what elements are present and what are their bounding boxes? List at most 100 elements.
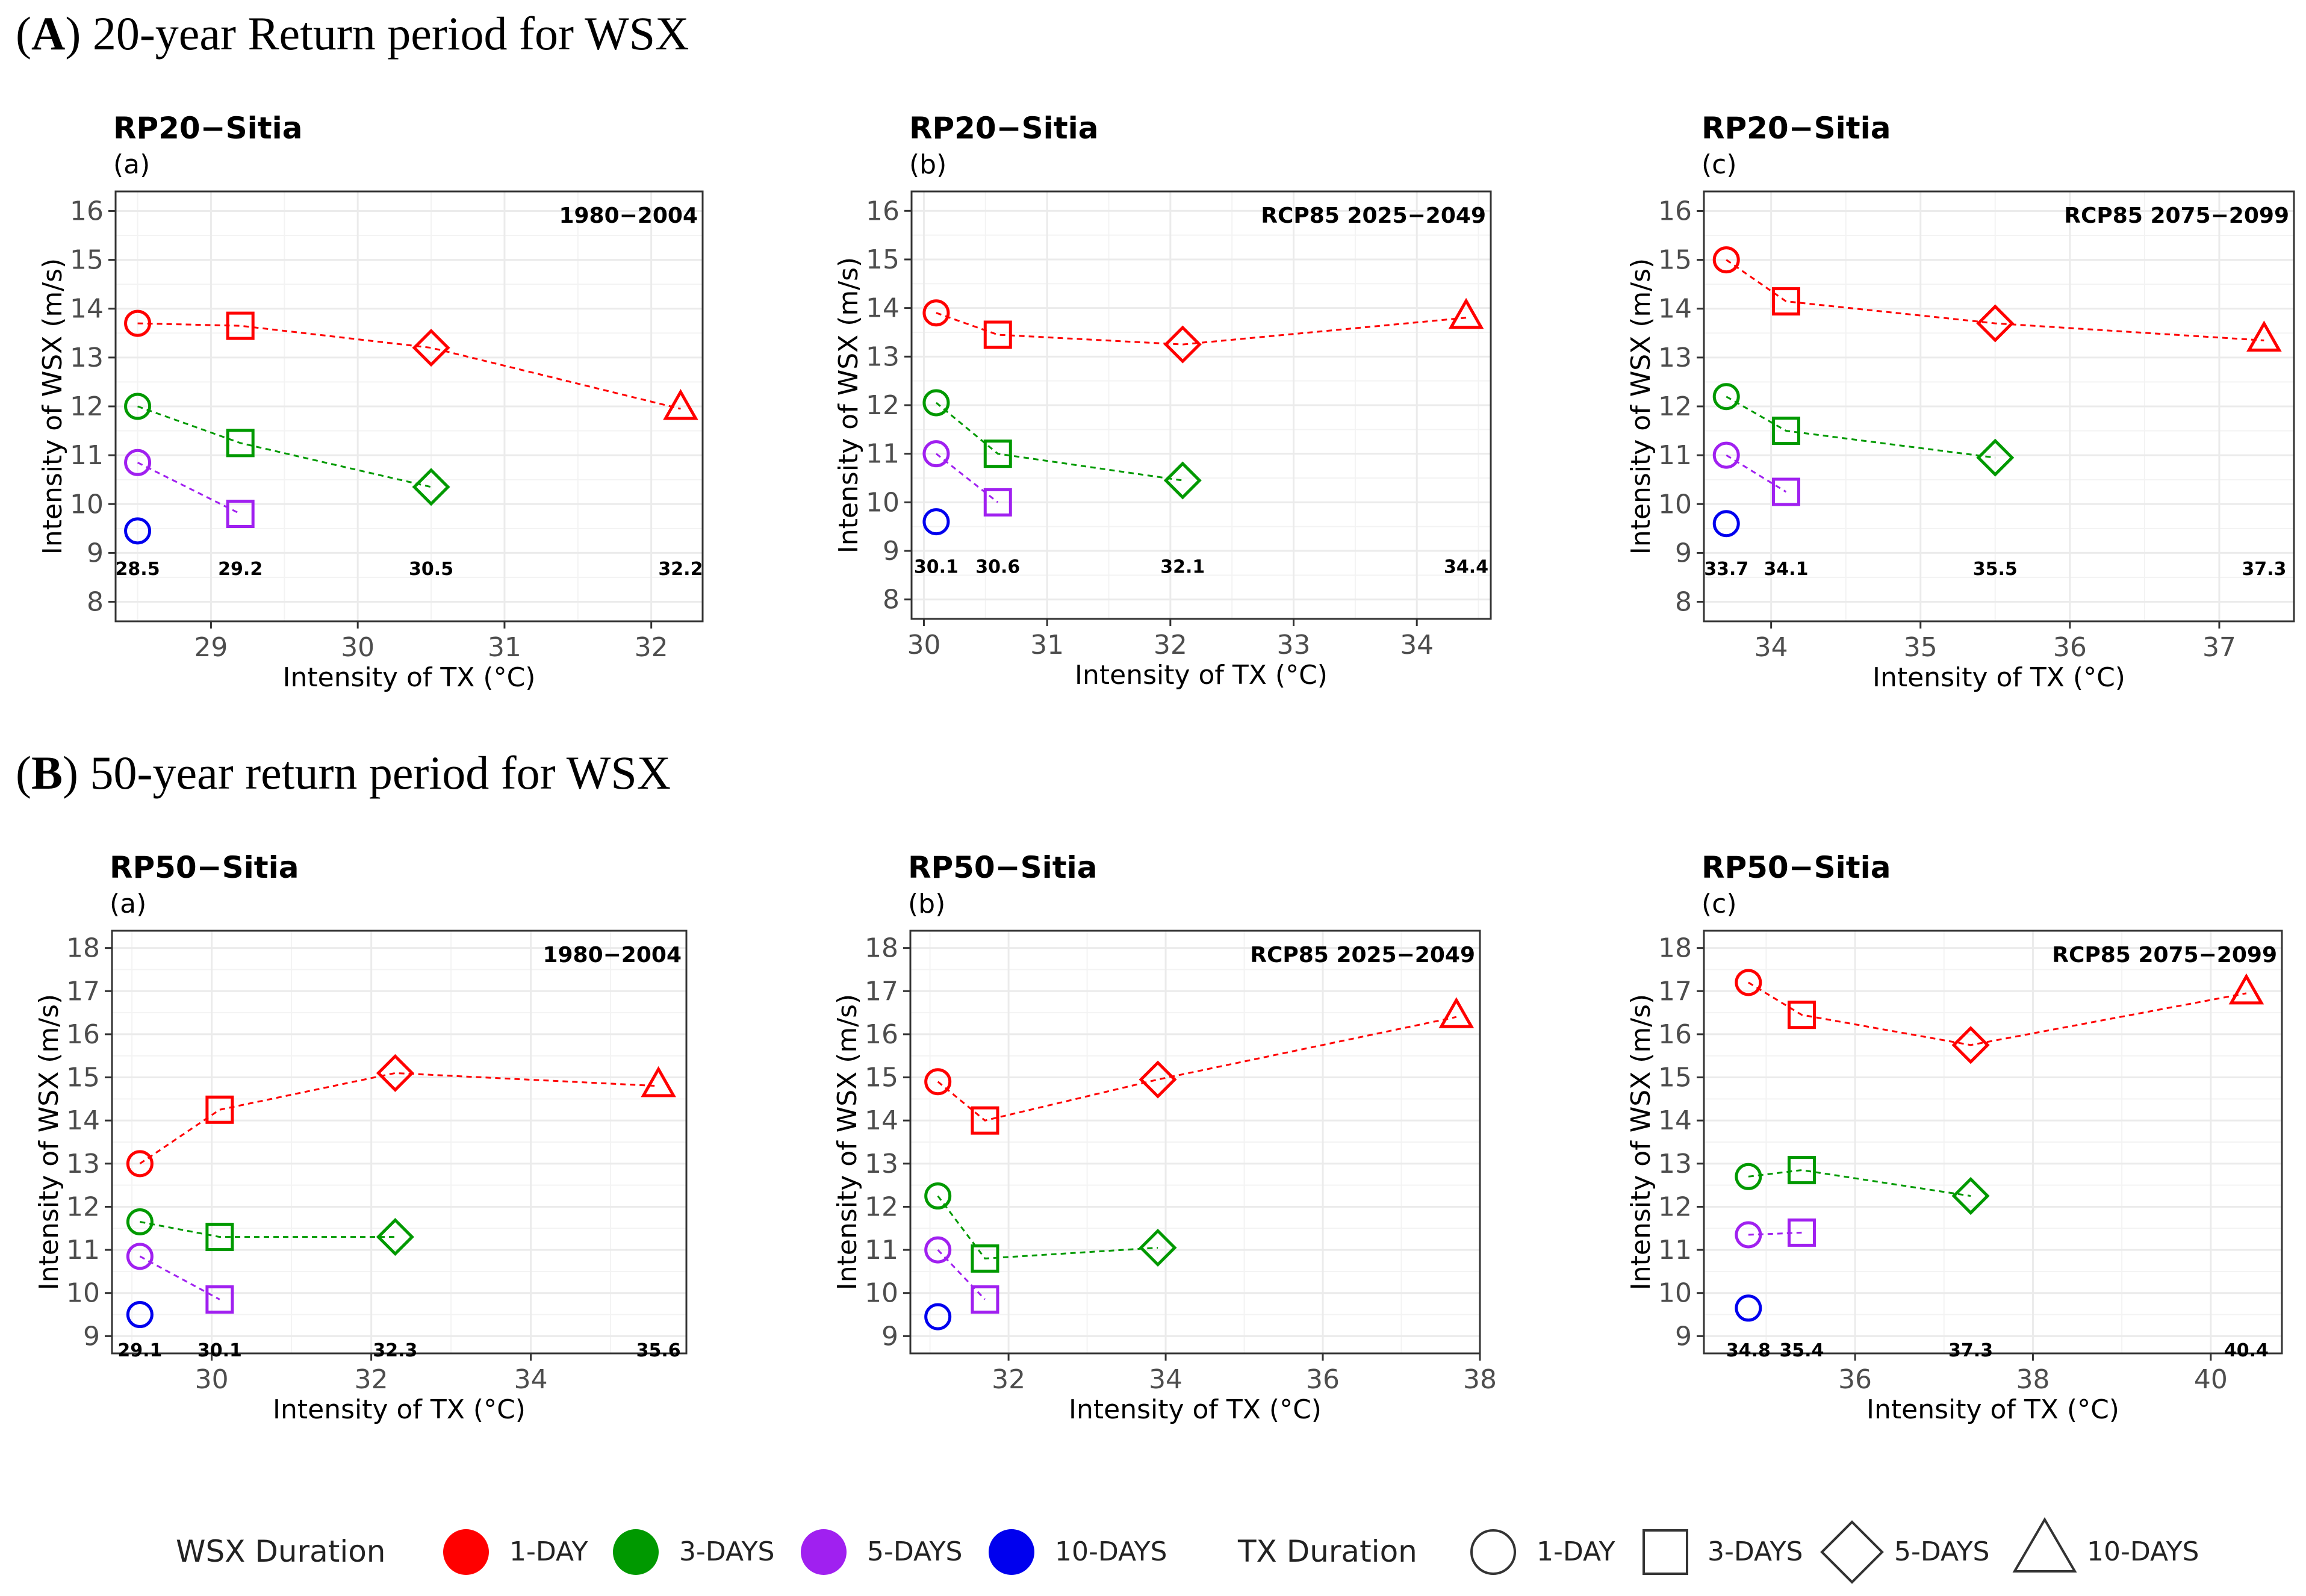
x-axis-label: Intensity of TX (°C) bbox=[283, 662, 536, 693]
y-tick-label: 15 bbox=[866, 244, 900, 275]
section-a-heading: (A) 20-year Return period for WSX bbox=[16, 7, 689, 60]
x-tick-label: 34 bbox=[514, 1364, 548, 1395]
tx-value-label: 30.1 bbox=[197, 1340, 242, 1361]
y-tick-label: 11 bbox=[1658, 440, 1692, 471]
tx-value-label: 30.6 bbox=[975, 556, 1020, 577]
series-line-3-days bbox=[937, 1195, 1158, 1259]
legend-tx-diamond-icon bbox=[1820, 1520, 1884, 1584]
marker-5-days-circle bbox=[126, 1243, 154, 1270]
marker-3-days-circle bbox=[1735, 1163, 1762, 1190]
chart-panel-6: 36 38 40 9 10 11 12 13 14 15 16 17 18 RP50−Sitia (c) RC… bbox=[1626, 850, 2283, 1425]
chart-panel-4: 30 32 34 9 10 11 12 13 14 15 16 17 18 RP50−Sitia (a) 19… bbox=[34, 850, 688, 1425]
x-tick-label: 32 bbox=[992, 1364, 1025, 1395]
marker-1-day-circle bbox=[124, 309, 152, 337]
marker-10-days-circle bbox=[924, 1303, 952, 1331]
marker-3-days-circle bbox=[922, 389, 950, 417]
marker-3-days-diamond bbox=[376, 1218, 414, 1256]
x-axis-label: Intensity of TX (°C) bbox=[1069, 1394, 1322, 1425]
marker-1-day-diamond bbox=[412, 329, 450, 367]
y-tick-label: 14 bbox=[66, 1105, 100, 1136]
y-axis-label: Intensity of WSX (m/s) bbox=[1626, 994, 1656, 1290]
series-line-3-days bbox=[1748, 1169, 1971, 1197]
y-tick-label: 17 bbox=[66, 976, 100, 1007]
y-tick-label: 14 bbox=[1658, 1105, 1692, 1136]
section-b-letter: B bbox=[31, 747, 63, 799]
y-tick-label: 14 bbox=[866, 293, 900, 324]
x-axis-label: Intensity of TX (°C) bbox=[1866, 1394, 2119, 1425]
y-tick-label: 11 bbox=[1658, 1235, 1692, 1265]
y-tick-label: 16 bbox=[70, 196, 104, 226]
panel-title: RP20−Sitia bbox=[909, 111, 1099, 146]
period-label: RCP85 2075−2099 bbox=[2052, 943, 2277, 967]
x-tick-label: 36 bbox=[2053, 632, 2087, 663]
marker-1-day-triangle bbox=[2246, 320, 2282, 352]
marker-1-day-circle bbox=[1712, 246, 1740, 274]
marker-3-days-square bbox=[226, 429, 255, 458]
marker-5-days-circle bbox=[1735, 1221, 1762, 1249]
period-label: 1980−2004 bbox=[559, 203, 698, 228]
marker-1-day-circle bbox=[922, 299, 950, 327]
marker-1-day-triangle bbox=[663, 388, 698, 420]
y-tick-label: 8 bbox=[87, 587, 104, 618]
legend-wsx-swatch-3-days bbox=[613, 1529, 659, 1575]
marker-1-day-diamond bbox=[1139, 1060, 1177, 1099]
series-line-1-day bbox=[139, 1072, 659, 1165]
y-tick-label: 11 bbox=[866, 439, 900, 470]
y-tick-label: 9 bbox=[83, 1321, 100, 1352]
tx-value-label: 34.8 bbox=[1726, 1340, 1771, 1361]
y-tick-label: 10 bbox=[865, 1278, 898, 1309]
x-tick-label: 33 bbox=[1277, 630, 1311, 660]
legend-wsx-swatch-5-days bbox=[801, 1529, 847, 1575]
y-tick-label: 10 bbox=[1658, 489, 1692, 520]
marker-1-day-diamond bbox=[376, 1054, 414, 1092]
legend-tx-label-10-days: 10-DAYS bbox=[2087, 1536, 2199, 1567]
x-tick-label: 37 bbox=[2202, 632, 2236, 663]
tx-value-label: 40.4 bbox=[2224, 1340, 2269, 1361]
legend-wsx-title: WSX Duration bbox=[176, 1534, 386, 1569]
marker-3-days-square bbox=[983, 439, 1012, 468]
marker-1-day-triangle bbox=[1448, 297, 1484, 329]
marker-5-days-square bbox=[971, 1285, 999, 1314]
section-b-heading: (B) 50-year return period for WSX bbox=[16, 747, 671, 799]
marker-1-day-square bbox=[1787, 1001, 1816, 1029]
x-axis-label: Intensity of TX (°C) bbox=[1075, 660, 1328, 691]
y-tick-label: 12 bbox=[66, 1191, 100, 1222]
panel-subtitle: (a) bbox=[113, 149, 150, 180]
y-axis-label: Intensity of WSX (m/s) bbox=[37, 258, 68, 554]
marker-5-days-square bbox=[1787, 1218, 1816, 1247]
marker-1-day-square bbox=[1771, 287, 1800, 316]
chart-panel-3: 34 35 36 37 8 9 10 11 12 13 14 15 16 RP20−Sitia(c) RCP… bbox=[1626, 111, 2295, 693]
legend-wsx-swatch-10-days bbox=[989, 1529, 1034, 1575]
panel-title: RP50−Sitia bbox=[1702, 850, 1891, 885]
y-tick-label: 17 bbox=[1658, 976, 1692, 1007]
marker-10-days-circle bbox=[1712, 510, 1740, 538]
tx-value-label: 32.2 bbox=[658, 559, 703, 580]
series-line-1-day bbox=[936, 312, 1467, 346]
y-tick-label: 15 bbox=[1658, 1063, 1692, 1093]
y-axis-label: Intensity of WSX (m/s) bbox=[833, 257, 864, 553]
y-tick-label: 13 bbox=[865, 1149, 898, 1179]
marker-1-day-circle bbox=[924, 1068, 952, 1096]
y-tick-label: 12 bbox=[1658, 1191, 1692, 1222]
y-tick-label: 13 bbox=[66, 1149, 100, 1179]
period-label: RCP85 2025−2049 bbox=[1250, 943, 1475, 967]
chart-panel-1: 29 30 31 32 8 9 10 11 12 13 14 15 16 RP20−Sitia(a) 198… bbox=[37, 111, 704, 693]
tx-value-label: 37.3 bbox=[2242, 559, 2286, 580]
y-tick-label: 14 bbox=[70, 294, 104, 324]
marker-5-days-square bbox=[226, 500, 255, 528]
legend-wsx-label-3-days: 3-DAYS bbox=[679, 1536, 774, 1567]
marker-10-days-circle bbox=[1735, 1294, 1762, 1322]
legend-tx-label-5-days: 5-DAYS bbox=[1894, 1536, 1989, 1567]
x-tick-label: 38 bbox=[2016, 1364, 2050, 1395]
x-tick-label: 31 bbox=[1030, 630, 1064, 660]
x-tick-label: 34 bbox=[1754, 632, 1788, 663]
marker-10-days-circle bbox=[124, 517, 152, 545]
x-tick-label: 32 bbox=[355, 1364, 388, 1395]
panel-title: RP50−Sitia bbox=[908, 850, 1098, 885]
plot-frame bbox=[909, 930, 1481, 1355]
tx-value-label: 30.5 bbox=[409, 559, 453, 580]
x-tick-label: 38 bbox=[1463, 1364, 1497, 1395]
marker-3-days-circle bbox=[1712, 383, 1740, 411]
plot-frame bbox=[1703, 930, 2283, 1355]
marker-5-days-square bbox=[205, 1285, 234, 1314]
